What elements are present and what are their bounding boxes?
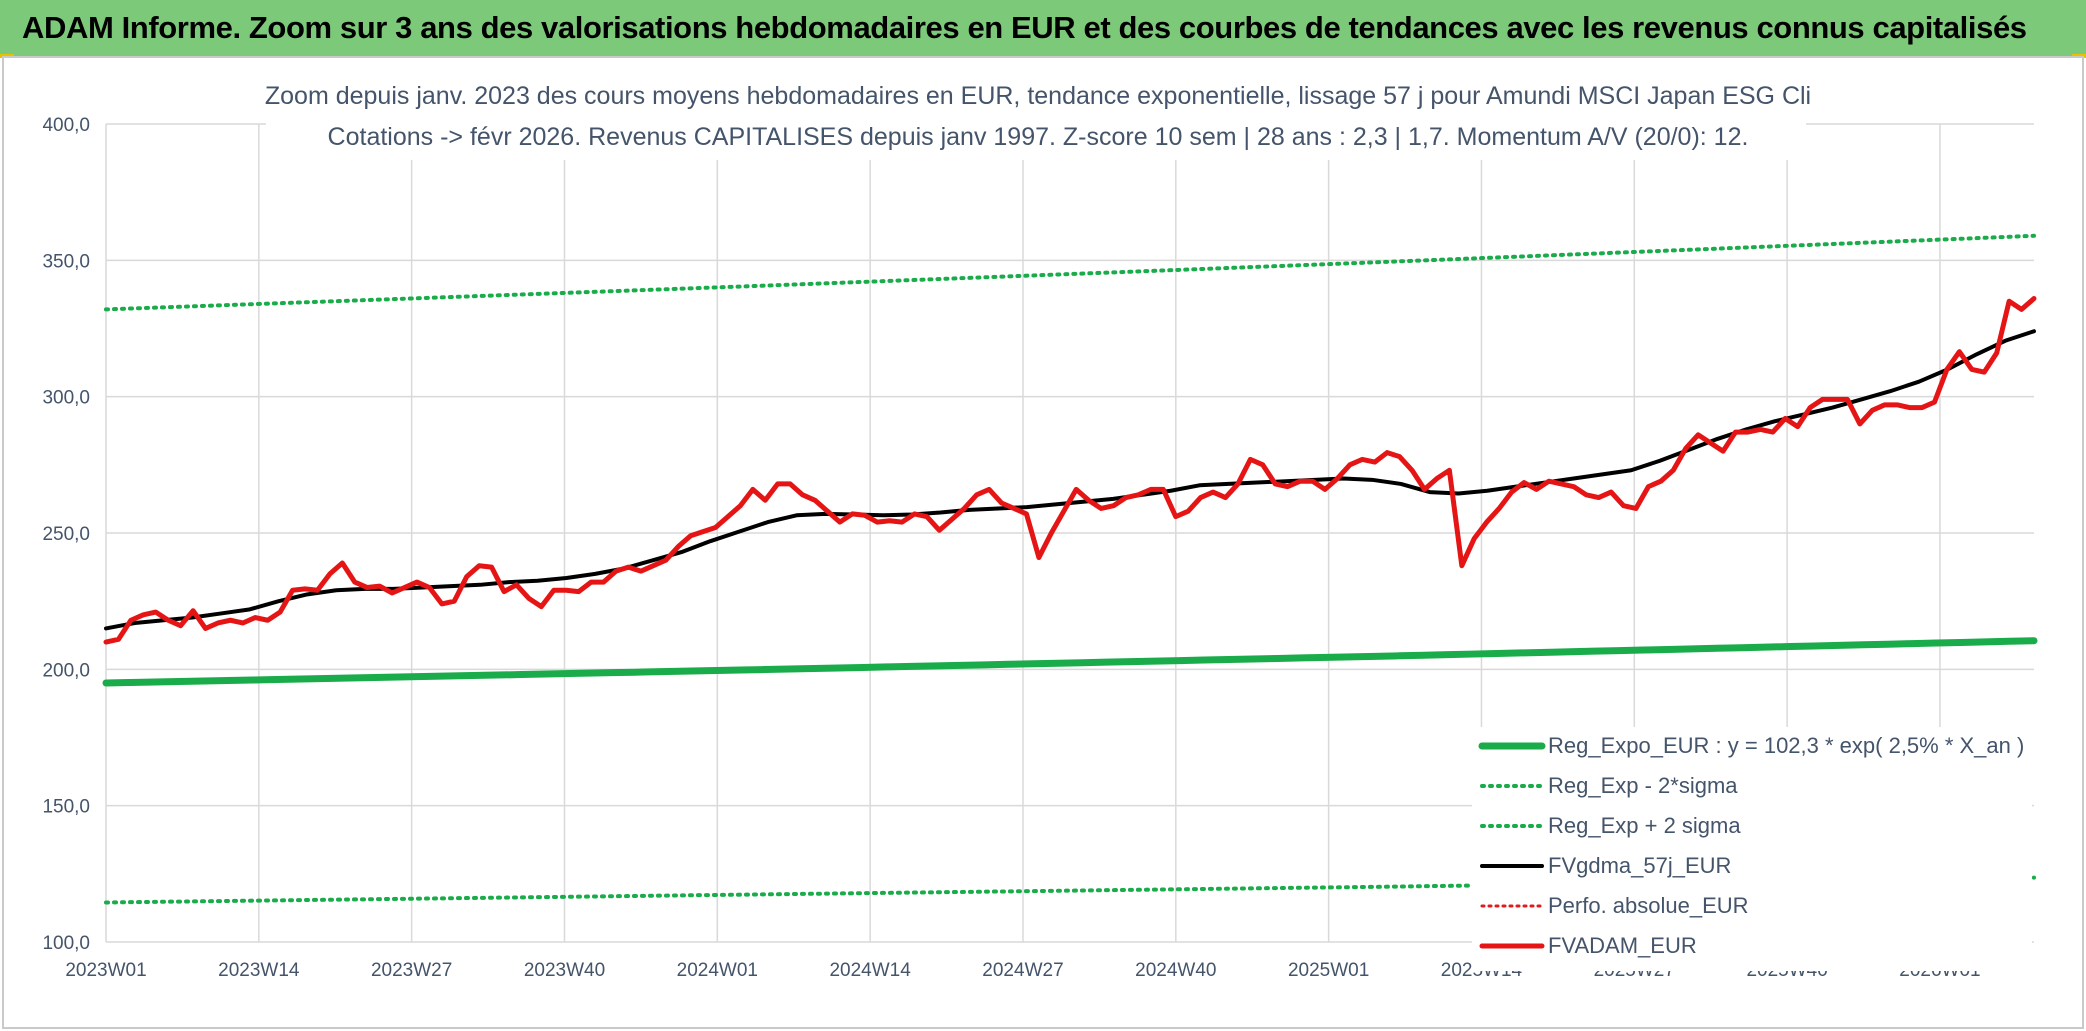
y-tick-label: 400,0 (42, 115, 90, 136)
legend-label: Reg_Exp + 2 sigma (1548, 813, 1741, 838)
x-tick-label: 2024W27 (982, 960, 1063, 981)
y-tick-label: 100,0 (42, 933, 90, 954)
legend: Reg_Expo_EUR : y = 102,3 * exp( 2,5% * X… (1472, 727, 2032, 971)
chart-subtitle: Cotations -> févr 2026. Revenus CAPITALI… (328, 123, 1749, 151)
title-background (266, 66, 1806, 160)
y-tick-label: 200,0 (42, 660, 90, 681)
header-bar: ADAM Informe. Zoom sur 3 ans des valoris… (0, 0, 2086, 56)
x-tick-label: 2023W14 (218, 960, 300, 981)
legend-label: FVgdma_57j_EUR (1548, 853, 1731, 878)
chart-frame: 100,0 150,0 200,0 250,0 300,0 350,0 400,0 2023… (2, 56, 2084, 1029)
x-tick-label: 2024W14 (829, 960, 911, 981)
chart-title: Zoom depuis janv. 2023 des cours moyens … (265, 82, 1811, 110)
legend-label: Perfo. absolue_EUR (1548, 893, 1749, 918)
x-tick-label: 2024W01 (677, 960, 758, 981)
legend-background (1472, 727, 2032, 971)
legend-label: Reg_Expo_EUR : y = 102,3 * exp( 2,5% * X… (1548, 733, 2024, 758)
x-tick-label: 2025W01 (1288, 960, 1369, 981)
y-axis-ticks: 100,0 150,0 200,0 250,0 300,0 350,0 400,0 (42, 115, 90, 954)
series-line-3 (104, 329, 2036, 631)
series-line-5 (103, 296, 2037, 645)
series-line-0 (102, 637, 2038, 687)
page-title: ADAM Informe. Zoom sur 3 ans des valoris… (22, 10, 2027, 45)
x-tick-label: 2023W01 (65, 960, 146, 981)
x-tick-label: 2024W40 (1135, 960, 1216, 981)
x-tick-label: 2023W27 (371, 960, 452, 981)
y-tick-label: 250,0 (42, 524, 90, 545)
y-tick-label: 150,0 (42, 797, 90, 818)
series-line-2 (104, 233, 2036, 312)
x-tick-label: 2023W40 (524, 960, 605, 981)
legend-label: FVADAM_EUR (1548, 933, 1697, 958)
y-tick-label: 300,0 (42, 388, 90, 409)
legend-label: Reg_Exp - 2*sigma (1548, 773, 1738, 798)
y-tick-label: 350,0 (42, 251, 90, 272)
chart-svg: 100,0 150,0 200,0 250,0 300,0 350,0 400,0 2023… (42, 66, 2038, 981)
